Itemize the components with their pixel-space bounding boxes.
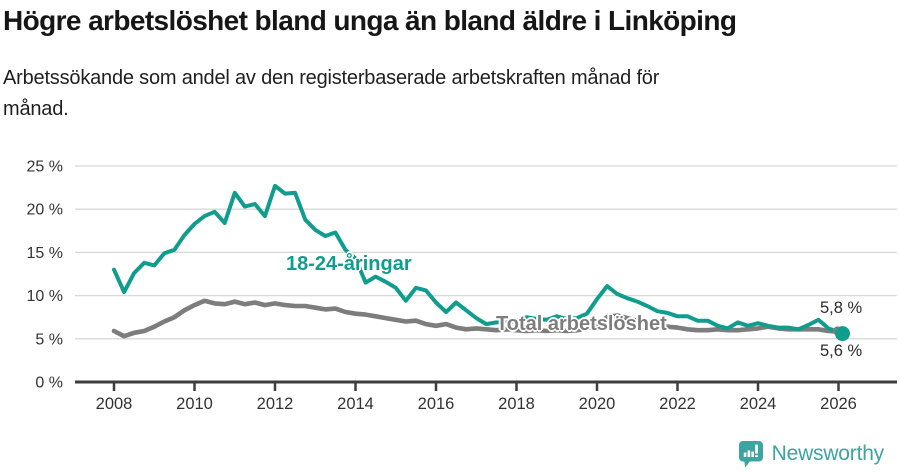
x-tick-label: 2018 — [498, 395, 535, 413]
x-tick-label: 2016 — [418, 395, 455, 413]
series-label-total: Total arbetslöshet — [496, 313, 667, 335]
x-tick-label: 2026 — [820, 395, 857, 413]
subtitle-line-1: Arbetssökande som andel av den registerb… — [3, 67, 660, 89]
end-dot-youth — [835, 326, 850, 342]
newsworthy-logo: Newsworthy — [738, 440, 884, 468]
x-tick-label: 2020 — [579, 395, 616, 413]
y-tick-label: 10 % — [27, 288, 63, 305]
x-tick-label: 2012 — [257, 395, 294, 413]
subtitle-line-2: månad. — [3, 98, 69, 120]
x-tick-label: 2024 — [740, 395, 777, 413]
series-line-youth — [112, 183, 845, 336]
newsworthy-pin-icon — [738, 441, 763, 468]
brand-name: Newsworthy — [771, 442, 885, 465]
x-tick-label: 2010 — [176, 395, 213, 413]
x-tick-label: 2014 — [337, 395, 374, 413]
series-label-youth: 18-24-åringar — [286, 253, 412, 275]
y-tick-label: 0 % — [35, 375, 63, 392]
end-value-label-youth: 5,6 % — [820, 342, 863, 360]
y-tick-label: 5 % — [35, 331, 63, 348]
x-tick-label: 2008 — [96, 395, 133, 413]
series-line-total — [111, 298, 845, 339]
x-tick-label: 2022 — [659, 395, 696, 413]
y-tick-label: 25 % — [27, 159, 63, 176]
y-tick-label: 15 % — [27, 245, 63, 262]
chart-subtitle: Arbetssökande som andel av den registerb… — [3, 63, 833, 125]
page-title: Högre arbetslöshet bland unga än bland ä… — [3, 5, 737, 36]
end-value-label-total: 5,8 % — [820, 299, 863, 317]
y-tick-label: 20 % — [27, 202, 63, 219]
